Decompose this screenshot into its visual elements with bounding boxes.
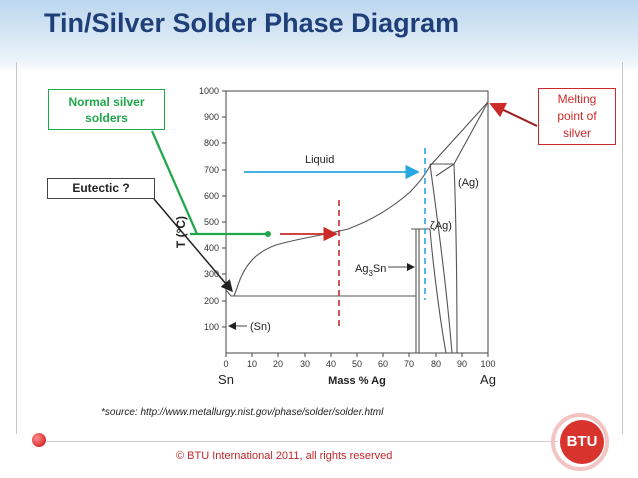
- y-tick-label: 600: [204, 191, 219, 201]
- phase-label-zeta: ζAg): [430, 220, 452, 232]
- y-tick-label: 100: [204, 322, 219, 332]
- ag3sn-main: Ag: [355, 263, 368, 275]
- callout-melting-line2: point of: [557, 109, 597, 123]
- callout-normal-silver-solders: Normal silver solders: [48, 89, 165, 130]
- source-citation: *source: http://www.metallurgy.nist.gov/…: [101, 407, 384, 418]
- frame-left-border: [16, 62, 17, 434]
- x-axis-label: Mass % Ag: [328, 375, 386, 387]
- ag-solvus: [453, 163, 458, 354]
- green-arrow-dot: [265, 231, 271, 237]
- x-tick-label: 70: [404, 359, 414, 369]
- btu-logo: BTU: [560, 420, 604, 464]
- phase-boundaries: [225, 101, 489, 354]
- x-tick-label: 0: [223, 359, 228, 369]
- x-tick-label: 60: [378, 359, 388, 369]
- y-tick-label: 900: [204, 112, 219, 122]
- zeta-left: [429, 228, 447, 354]
- y-tick-label: 1000: [199, 86, 219, 96]
- x-element-left: Sn: [218, 372, 234, 387]
- ag-solidus: [453, 101, 489, 165]
- x-tick-label: 90: [457, 359, 467, 369]
- phase-label-liquid: Liquid: [305, 154, 334, 166]
- y-tick-label: 400: [204, 243, 219, 253]
- phase-label-ag3sn: Ag3Sn: [355, 263, 386, 278]
- slide-title: Tin/Silver Solder Phase Diagram: [44, 8, 460, 38]
- y-tick-label: 700: [204, 165, 219, 175]
- phase-label-ag: (Ag): [458, 177, 479, 189]
- eutectic-pointer: [153, 198, 233, 293]
- x-tick-label: 100: [480, 359, 495, 369]
- x-ticks: [225, 353, 489, 357]
- y-tick-label: 500: [204, 217, 219, 227]
- btu-logo-ring: [551, 413, 609, 471]
- x-tick-label: 10: [247, 359, 257, 369]
- green-diagonal-line: [150, 130, 199, 235]
- ag3sn-rest: Sn: [373, 263, 386, 275]
- callout-eutectic: Eutectic ?: [47, 178, 155, 199]
- callout-melting-line1: Melting: [557, 92, 597, 106]
- zeta-right: [429, 163, 453, 354]
- x-tick-label: 30: [300, 359, 310, 369]
- copyright-notice: © BTU International 2011, all rights res…: [176, 450, 393, 462]
- callout-normal-silver-line1: Normal silver: [68, 95, 145, 109]
- y-tick-label: 300: [204, 269, 219, 279]
- x-tick-label: 50: [352, 359, 362, 369]
- x-tick-label: 40: [326, 359, 336, 369]
- ag3sn-sub: 3: [368, 269, 373, 278]
- melting-point-arrow: [489, 102, 538, 127]
- footer-red-dot-icon: [32, 433, 46, 447]
- x-tick-label: 80: [431, 359, 441, 369]
- x-element-right: Ag: [480, 372, 496, 387]
- zeta-top: [435, 163, 455, 177]
- footer-divider: [46, 441, 558, 442]
- callout-melting-line3: silver: [562, 126, 591, 140]
- callout-normal-silver-line2: solders: [85, 111, 128, 125]
- phase-label-sn: (Sn): [250, 321, 271, 333]
- header-sky-background: [0, 0, 638, 62]
- x-tick-label: 20: [273, 359, 283, 369]
- frame-right-border: [622, 62, 623, 434]
- y-tick-label: 800: [204, 138, 219, 148]
- callout-melting-point-silver: Melting point of silver: [538, 88, 616, 145]
- y-ticks: [222, 90, 226, 328]
- liquidus-curve-sn-side: [225, 101, 489, 297]
- y-tick-label: 200: [204, 296, 219, 306]
- header-sky-fade: [0, 62, 638, 72]
